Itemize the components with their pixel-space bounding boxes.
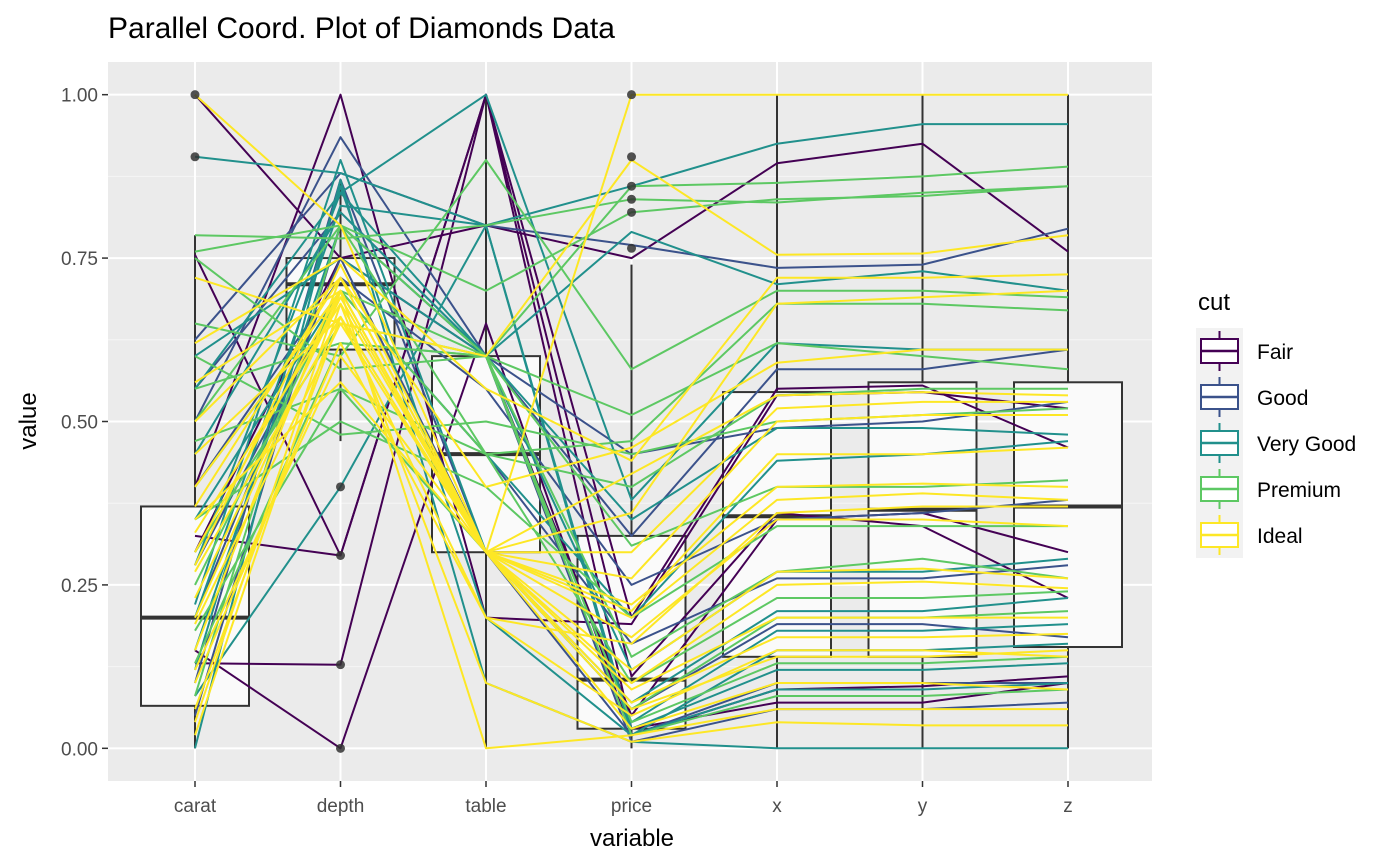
series-line-ideal: [194, 315, 1069, 730]
series-line-ideal: [194, 276, 1069, 704]
axes: 0.00 0.25 0.50 0.75 1.00 carat depth table price…: [61, 86, 1073, 817]
outlier-point: [627, 194, 636, 204]
legend-item-premium: Premium: [1200, 469, 1341, 509]
x-axis-title: variable: [590, 825, 674, 852]
series-line-good: [194, 136, 1069, 537]
legend-label: Ideal: [1257, 525, 1303, 548]
legend-title: cut: [1198, 289, 1230, 316]
legend-item-ideal: Ideal: [1200, 515, 1303, 555]
x-tick-label: z: [1063, 796, 1073, 817]
y-tick-label: 1.00: [61, 86, 98, 107]
boxplot-z: [1013, 94, 1123, 749]
series-line-ideal: [194, 342, 1069, 717]
x-tick-label: price: [611, 796, 652, 817]
outlier-point: [627, 152, 636, 162]
outlier-point: [336, 743, 345, 753]
outlier-point: [627, 243, 636, 253]
boxplot-x: [722, 94, 832, 749]
x-tick-label: y: [918, 796, 928, 817]
outlier-point: [627, 181, 636, 191]
x-tick-label: x: [772, 796, 782, 817]
series-line-ideal: [194, 289, 1068, 750]
x-tick-label: table: [465, 796, 506, 817]
legend-item-very-good: Very Good: [1200, 423, 1356, 463]
box-iqr: [1013, 381, 1123, 649]
y-tick-label: 0.25: [61, 576, 98, 597]
plot-area: [108, 62, 1152, 781]
legend-label: Fair: [1257, 341, 1293, 364]
series-line-ideal: [194, 263, 1069, 639]
y-tick-label: 0.75: [61, 249, 98, 270]
series-line-ideal: [194, 296, 1069, 671]
x-tick-label: depth: [317, 796, 365, 817]
series-line-ideal: [194, 381, 1069, 613]
legend-item-fair: Fair: [1200, 331, 1293, 371]
legend-label: Premium: [1257, 479, 1341, 502]
legend-label: Good: [1257, 387, 1308, 410]
box-iqr: [722, 391, 832, 658]
series-line-very-good: [194, 211, 1069, 521]
outlier-point: [627, 207, 636, 217]
legend-item-good: Good: [1200, 377, 1308, 417]
y-tick-label: 0.50: [61, 413, 98, 434]
series-line-ideal: [194, 257, 1069, 462]
y-axis-title: value: [15, 392, 42, 449]
outlier-point: [336, 660, 345, 670]
series-line-ideal: [194, 322, 1068, 691]
outlier-point: [190, 152, 200, 162]
series-line-ideal: [194, 355, 1069, 711]
y-tick-label: 0.00: [61, 739, 98, 760]
legend-label: Very Good: [1257, 433, 1356, 456]
outlier-point: [336, 482, 345, 492]
outlier-point: [336, 550, 345, 560]
legend: cut Fair Good Very Good Premium Ideal: [1196, 289, 1356, 558]
outlier-point: [190, 90, 200, 100]
outlier-point: [627, 90, 636, 100]
x-tick-label: carat: [174, 796, 217, 817]
series-line-ideal: [194, 302, 1068, 743]
chart-title: Parallel Coord. Plot of Diamonds Data: [108, 12, 615, 45]
